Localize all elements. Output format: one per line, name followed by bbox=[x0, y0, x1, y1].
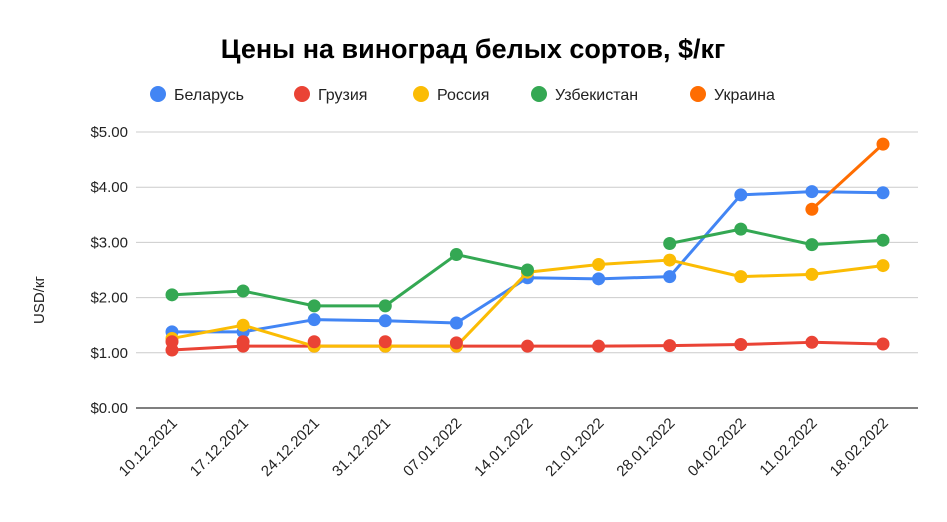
legend-marker bbox=[690, 86, 706, 102]
legend-label: Россия bbox=[437, 87, 489, 104]
data-point bbox=[378, 299, 392, 313]
data-point bbox=[592, 339, 606, 353]
data-point bbox=[876, 137, 890, 151]
data-point bbox=[236, 335, 250, 349]
legend: Беларусь Грузия Россия Узбекистан Украина bbox=[150, 86, 775, 104]
grid bbox=[136, 131, 918, 409]
series-5 bbox=[805, 137, 890, 216]
x-tick-label: 18.02.2022 bbox=[827, 415, 892, 480]
data-point bbox=[734, 188, 748, 202]
data-point bbox=[805, 238, 819, 252]
series-line bbox=[669, 227, 884, 247]
x-tick-label: 21.01.2022 bbox=[542, 415, 607, 480]
extra-points bbox=[165, 335, 463, 350]
data-point bbox=[663, 237, 677, 251]
data-point bbox=[449, 316, 463, 330]
data-point bbox=[734, 222, 748, 236]
data-point bbox=[734, 270, 748, 284]
x-tick-label: 14.01.2022 bbox=[471, 415, 536, 480]
data-point bbox=[378, 314, 392, 328]
legend-item: Беларусь bbox=[150, 86, 244, 104]
legend-label: Узбекистан bbox=[555, 87, 638, 104]
legend-marker bbox=[150, 86, 166, 102]
data-point bbox=[876, 186, 890, 200]
data-point bbox=[592, 272, 606, 286]
series-line bbox=[171, 253, 528, 308]
data-point bbox=[521, 263, 534, 277]
y-tick-label: $1.00 bbox=[90, 345, 128, 362]
data-point bbox=[449, 336, 463, 350]
legend-item: Грузия bbox=[294, 86, 367, 104]
y-tick-label: $4.00 bbox=[90, 179, 128, 196]
data-point bbox=[307, 299, 321, 313]
data-point bbox=[805, 267, 819, 281]
series-line bbox=[810, 143, 885, 211]
legend-marker bbox=[413, 86, 429, 102]
data-point bbox=[592, 257, 606, 271]
x-tick-label: 28.01.2022 bbox=[613, 415, 678, 480]
data-point bbox=[805, 185, 819, 199]
data-point bbox=[236, 284, 250, 298]
x-tick-label: 10.12.2021 bbox=[116, 415, 181, 480]
legend-item: Россия bbox=[413, 86, 489, 104]
data-point bbox=[805, 202, 819, 216]
series-group bbox=[165, 137, 890, 357]
data-point bbox=[663, 339, 677, 353]
series-1 bbox=[165, 185, 890, 339]
y-tick-label: $3.00 bbox=[90, 234, 128, 251]
legend-item: Украина bbox=[690, 86, 775, 104]
y-tick-label: $0.00 bbox=[90, 400, 128, 417]
data-point bbox=[236, 318, 250, 332]
data-point bbox=[876, 259, 890, 273]
y-axis-label: USD/кг bbox=[31, 276, 48, 324]
data-point bbox=[307, 313, 321, 327]
legend-marker bbox=[294, 86, 310, 102]
data-point bbox=[378, 335, 392, 349]
data-point bbox=[876, 337, 890, 351]
data-point bbox=[663, 253, 677, 267]
legend-label: Беларусь bbox=[174, 87, 244, 104]
data-point bbox=[876, 233, 890, 247]
legend-label: Грузия bbox=[318, 87, 367, 104]
data-point bbox=[521, 339, 534, 353]
data-point bbox=[449, 248, 463, 262]
x-tick-label: 31.12.2021 bbox=[329, 415, 394, 480]
data-point bbox=[663, 270, 677, 284]
y-axis-ticks: $0.00 $1.00 $2.00 $3.00 $4.00 $5.00 bbox=[90, 124, 128, 417]
y-tick-label: $2.00 bbox=[90, 290, 128, 307]
legend-label: Украина bbox=[714, 87, 775, 104]
x-tick-label: 11.02.2022 bbox=[756, 415, 820, 479]
legend-item: Узбекистан bbox=[531, 86, 638, 104]
data-point bbox=[165, 335, 179, 349]
series-4 bbox=[165, 222, 890, 313]
x-tick-label: 24.12.2021 bbox=[258, 415, 323, 480]
data-point bbox=[165, 288, 179, 302]
data-point bbox=[307, 335, 321, 349]
legend-marker bbox=[531, 86, 547, 102]
x-axis-ticks: 10.12.2021 17.12.2021 24.12.2021 31.12.2021… bbox=[116, 415, 892, 480]
data-point bbox=[734, 338, 748, 352]
data-point bbox=[805, 335, 819, 349]
chart-title: Цены на виноград белых сортов, $/кг bbox=[221, 34, 725, 64]
y-tick-label: $5.00 bbox=[90, 124, 128, 141]
x-tick-label: 07.01.2022 bbox=[400, 415, 465, 480]
x-tick-label: 04.02.2022 bbox=[685, 415, 750, 480]
x-tick-label: 17.12.2021 bbox=[187, 415, 252, 480]
series-2 bbox=[165, 335, 890, 357]
series-line bbox=[172, 190, 884, 334]
